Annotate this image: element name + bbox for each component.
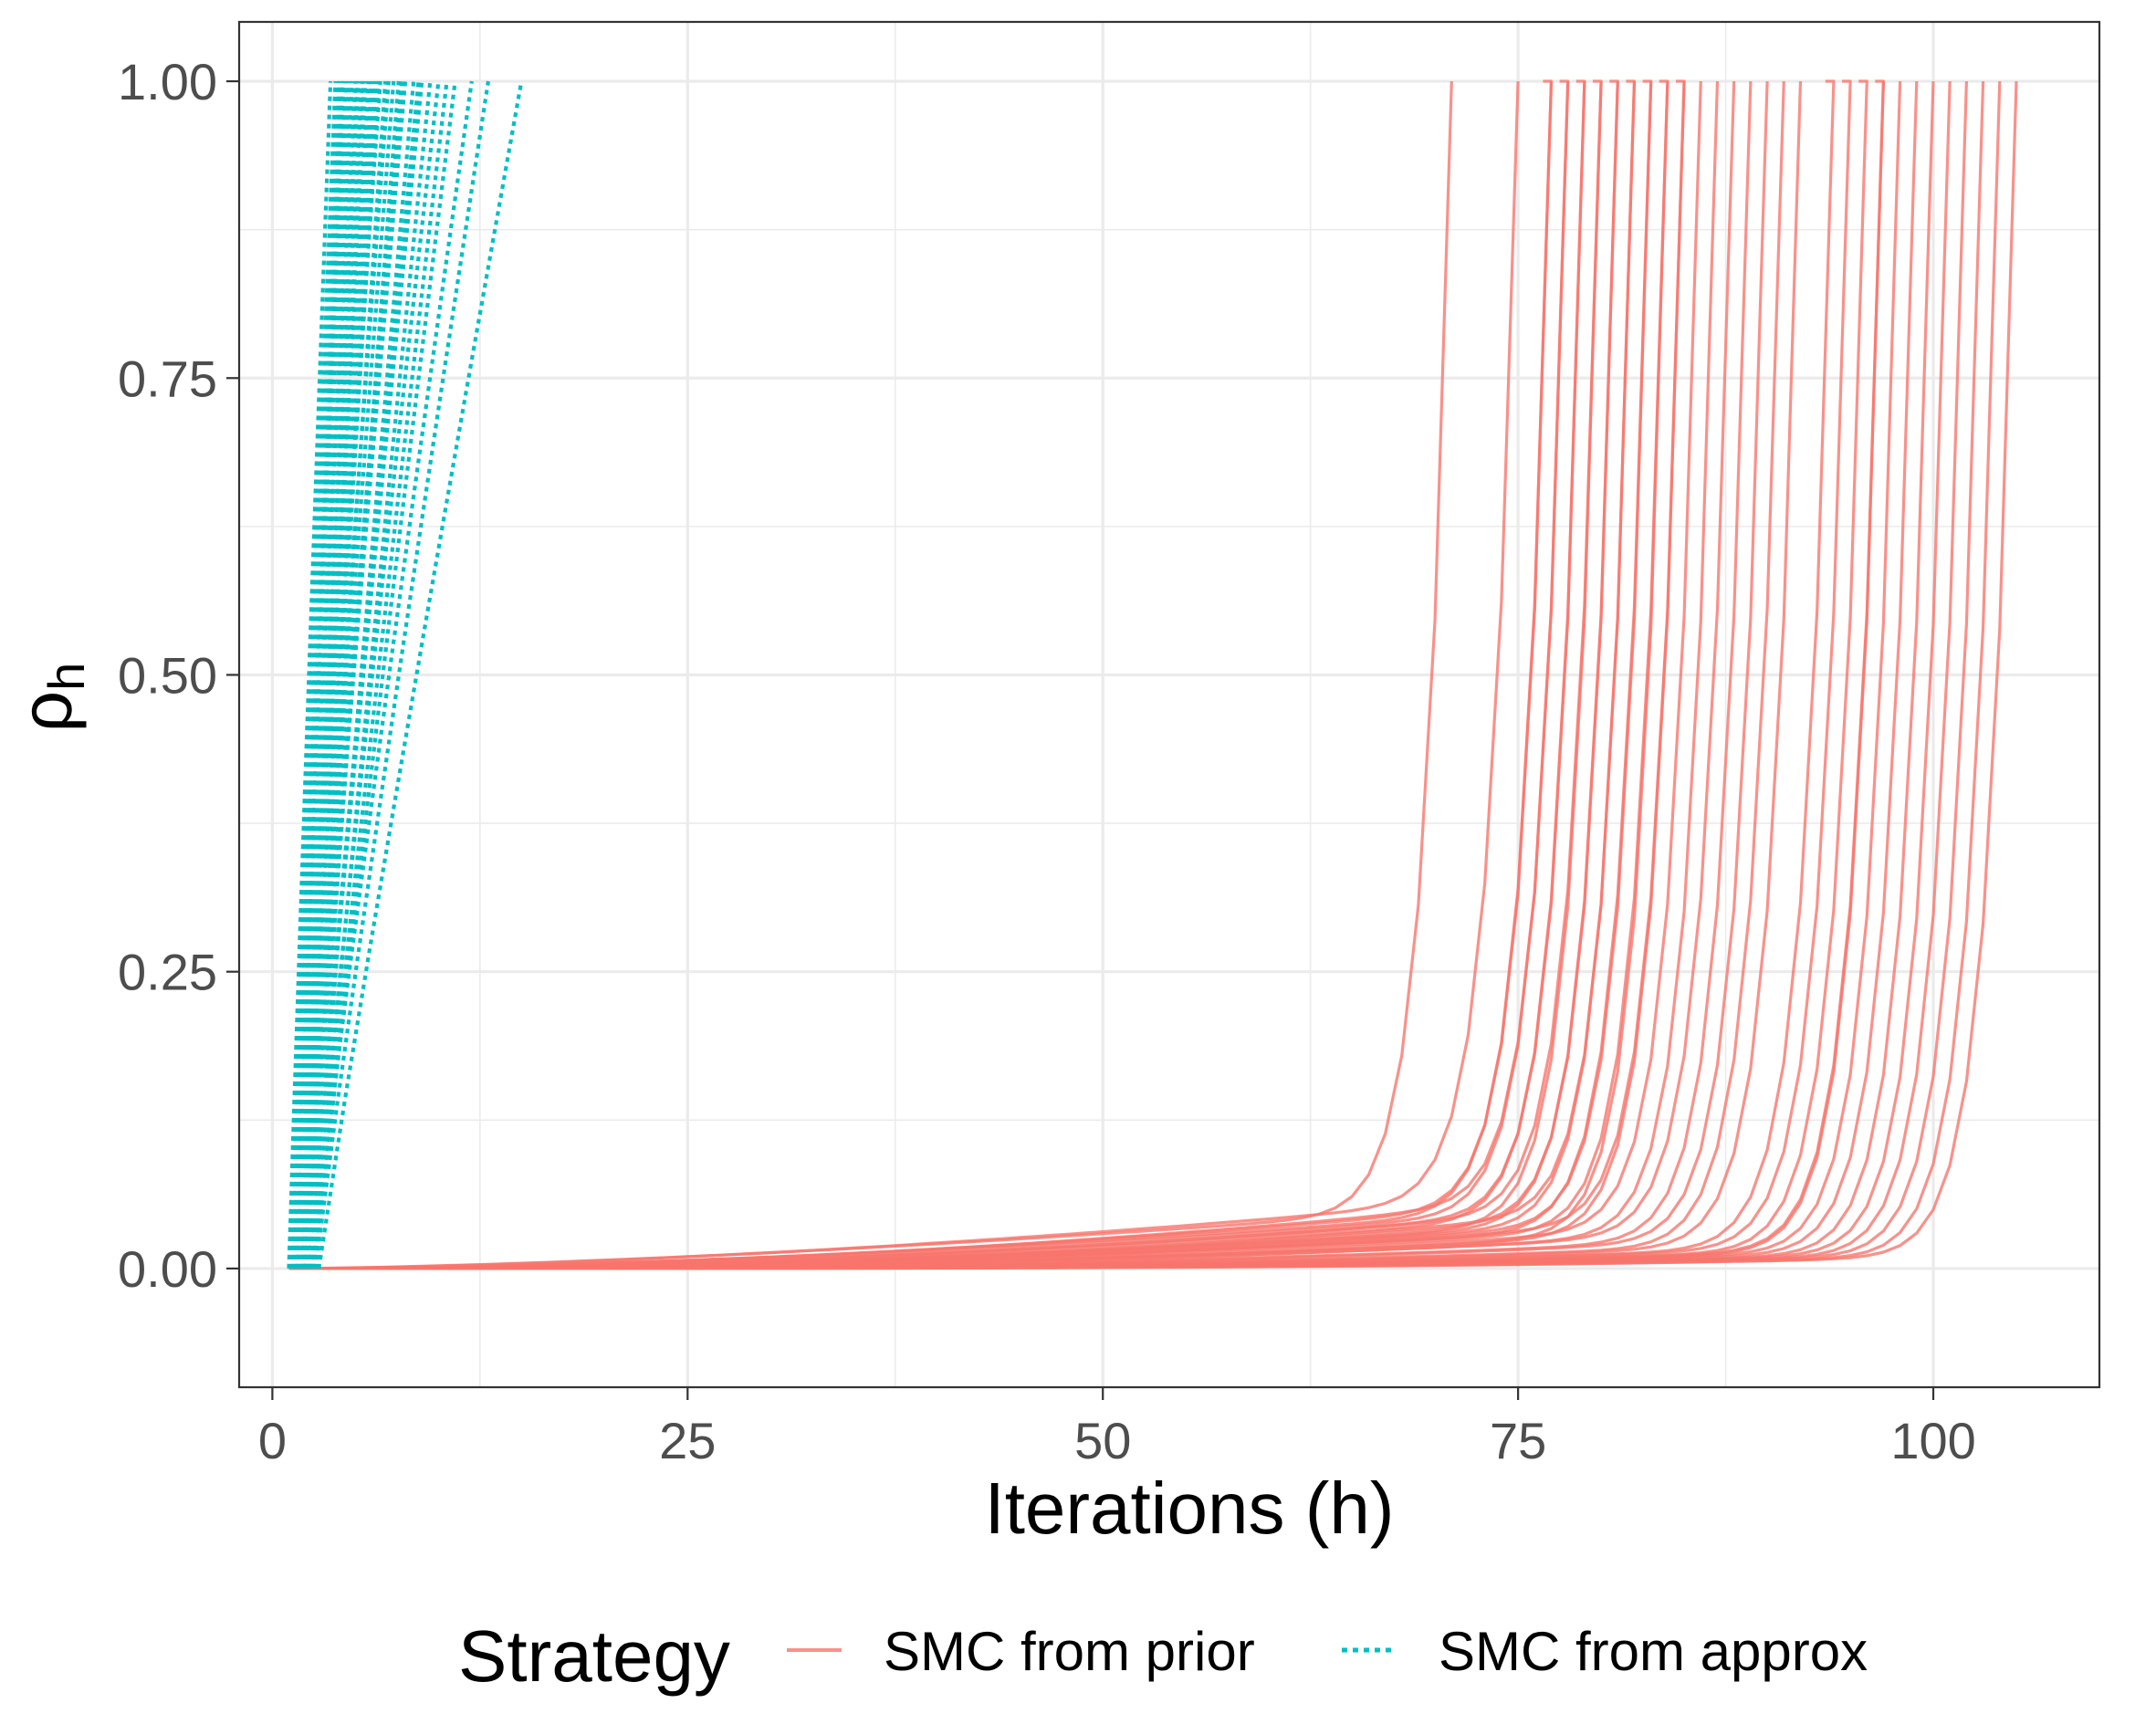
panel-border	[237, 20, 2101, 1389]
x-axis-title: Iterations (h)	[984, 1468, 1394, 1549]
series-line-approx	[300, 80, 374, 1269]
series-line-approx	[309, 80, 441, 1269]
legend-title: Strategy	[458, 1615, 730, 1697]
series-line-approx	[297, 80, 382, 1269]
y-tick-label: 0.00	[118, 1240, 217, 1298]
legend-label-approx: SMC from approx	[1439, 1621, 1868, 1682]
x-tick-label: 0	[258, 1412, 287, 1469]
series-line-approx	[290, 80, 358, 1269]
y-axis-title-subscript: h	[37, 663, 95, 691]
legend: Strategy SMC from prior SMC from approx	[458, 1615, 1868, 1697]
x-tick-label: 75	[1490, 1412, 1546, 1469]
legend-label-prior: SMC from prior	[884, 1621, 1255, 1682]
y-tick-label: 1.00	[118, 53, 217, 110]
grid-minor	[239, 22, 2099, 1387]
series-line-approx	[313, 80, 457, 1269]
x-tick-label: 50	[1074, 1412, 1131, 1469]
series-line-approx	[301, 80, 366, 1269]
y-tick-label: 0.75	[118, 350, 217, 407]
series-line-approx	[298, 80, 360, 1269]
y-axis-title: ρh	[5, 663, 95, 733]
tick-labels: 0 25 50 75 100 0.00 0.25 0.50 0.75 1.00	[118, 53, 1976, 1469]
series-line-approx	[311, 80, 449, 1269]
y-tick-label: 0.50	[118, 646, 217, 704]
x-tick-label: 100	[1890, 1412, 1975, 1469]
series-line-approx	[291, 80, 343, 1269]
axis-ticks	[226, 79, 1935, 1400]
series-line-approx	[305, 80, 381, 1269]
x-tick-label: 25	[659, 1412, 716, 1469]
series-line-approx	[287, 80, 338, 1269]
series-line-approx	[313, 80, 490, 1269]
series-line-approx	[287, 80, 333, 1269]
y-axis-title-main: ρ	[5, 691, 87, 733]
series-line-approx	[317, 80, 524, 1269]
series-line-approx	[295, 80, 346, 1269]
series-line-prior	[288, 80, 2018, 1270]
series-line-approx	[307, 80, 388, 1269]
series-line-approx	[310, 80, 474, 1269]
y-tick-label: 0.25	[118, 944, 217, 1001]
series-layer	[287, 79, 2018, 1270]
